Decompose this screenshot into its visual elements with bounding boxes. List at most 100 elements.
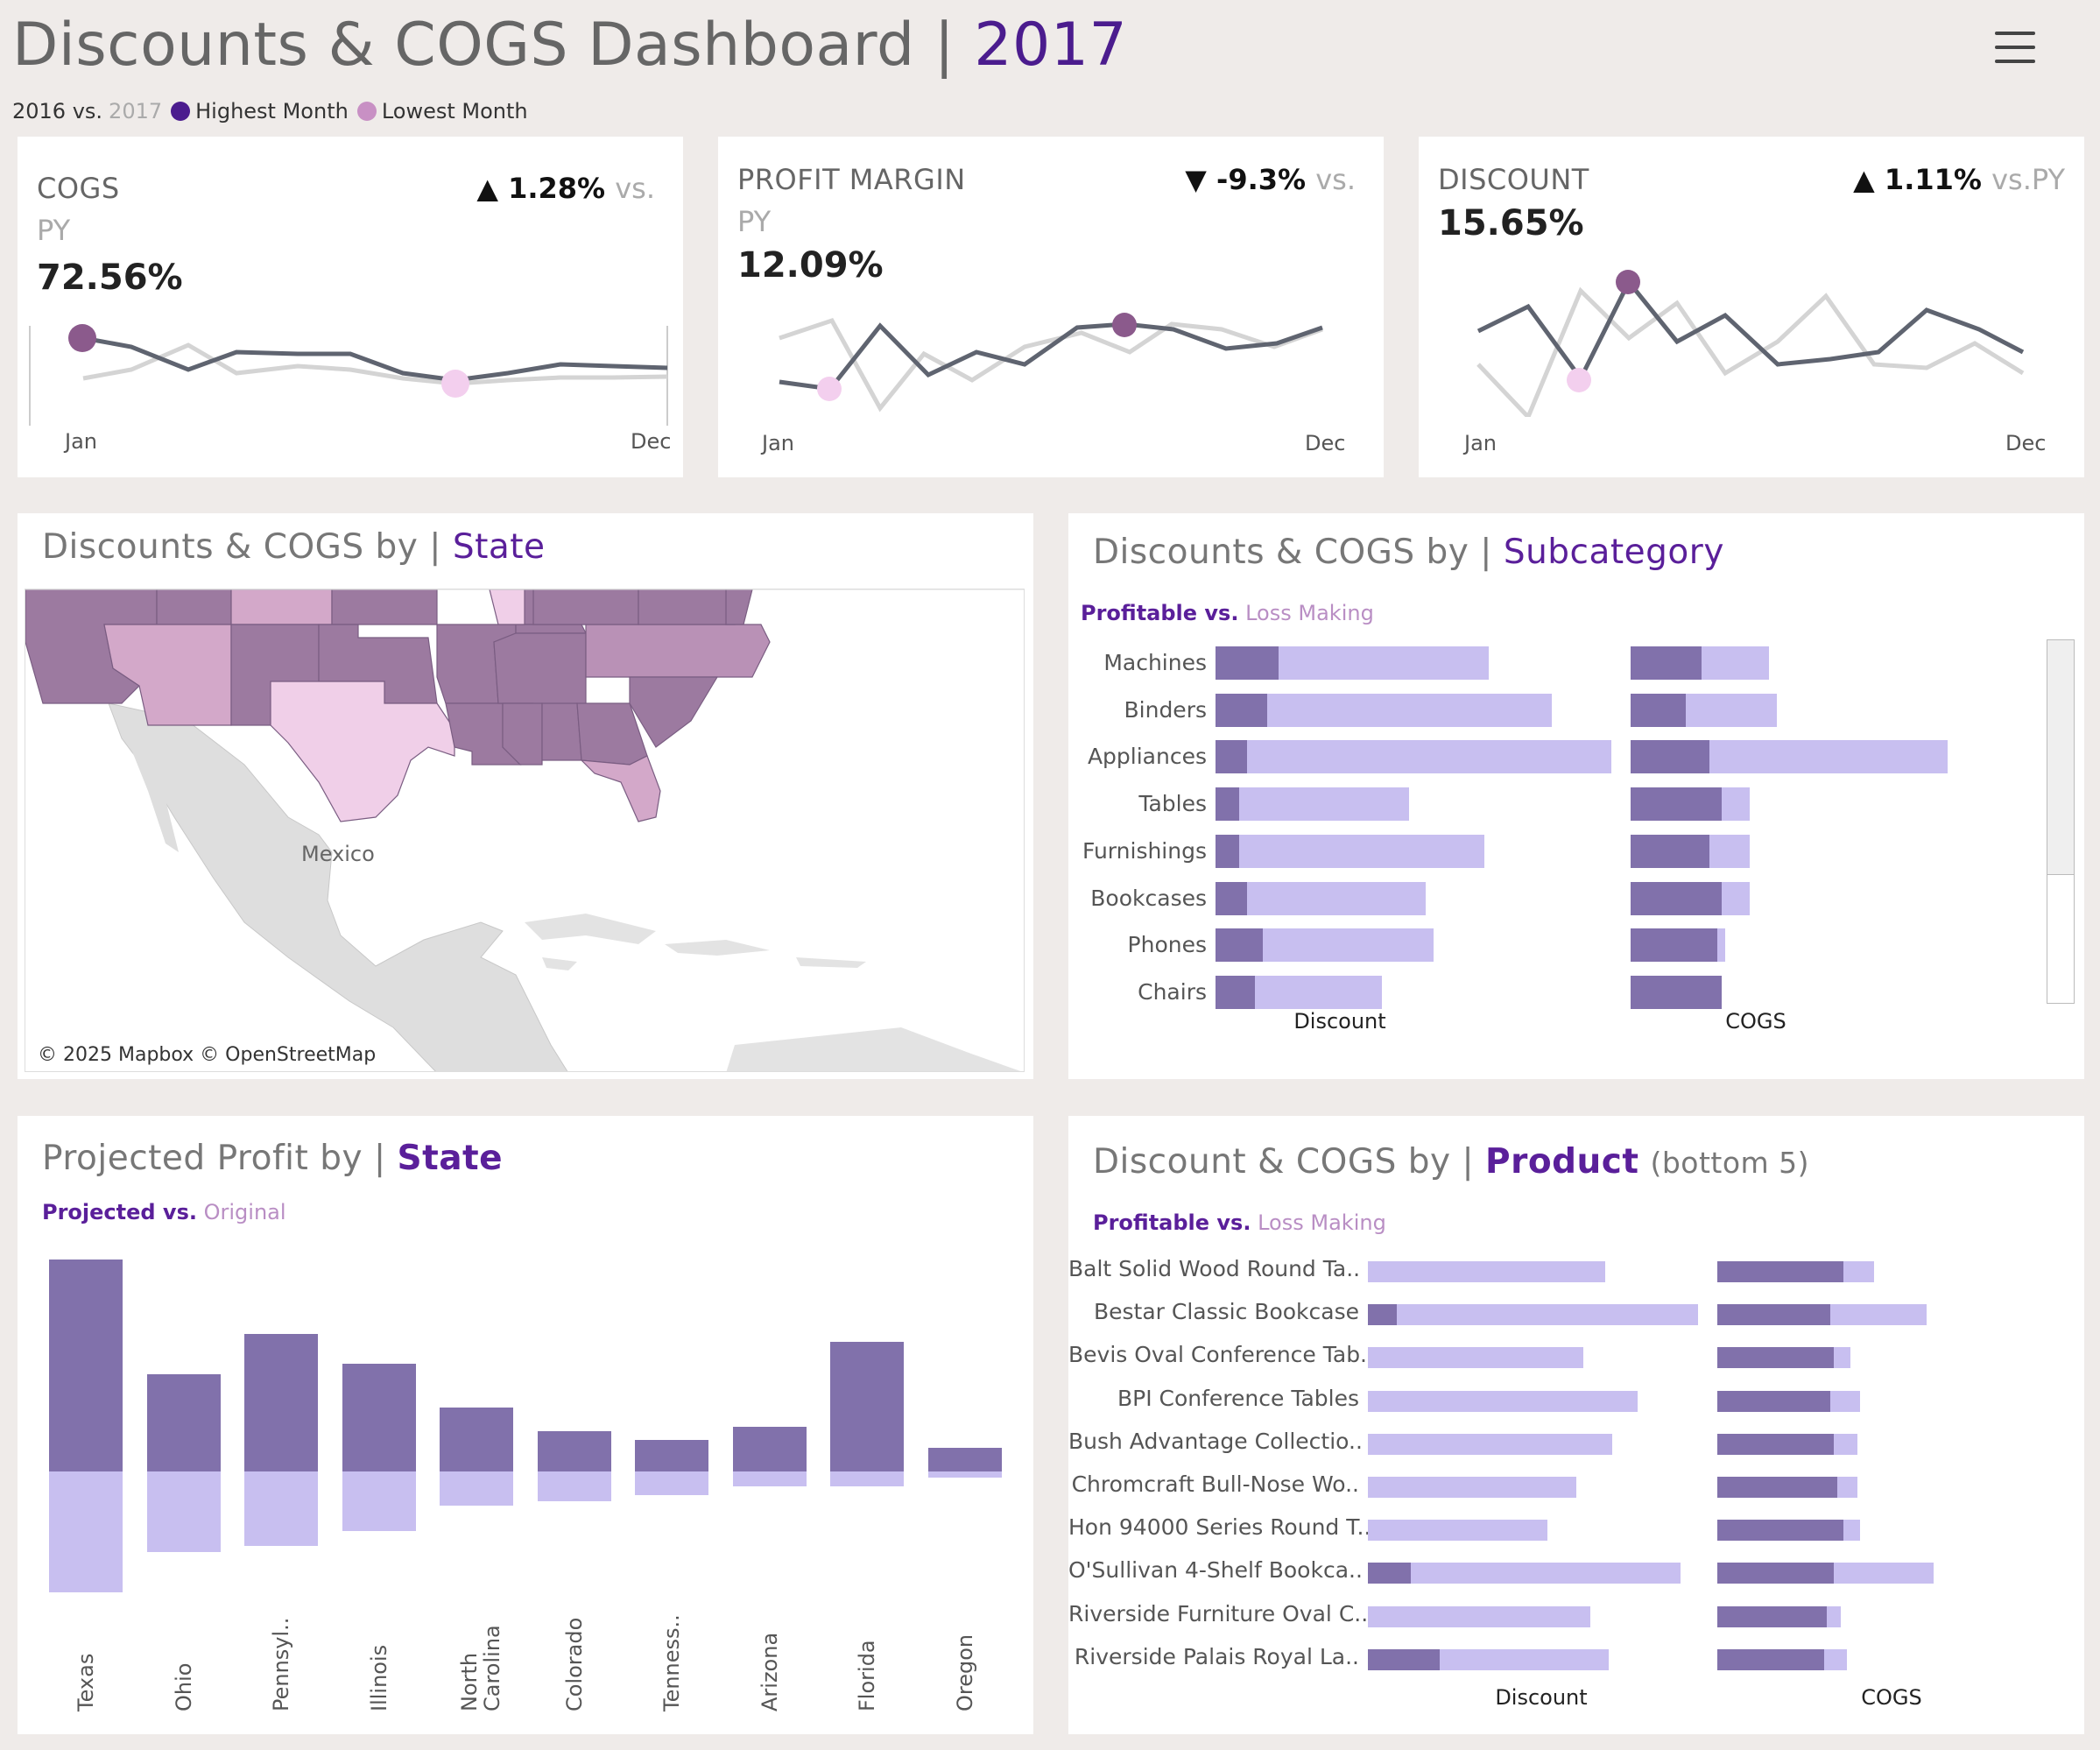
bar-original[interactable] bbox=[732, 1471, 807, 1486]
lowest-month-dot-icon bbox=[356, 102, 377, 121]
bar-cogs-profitable[interactable] bbox=[1631, 928, 1718, 963]
year-legend: 2016 vs. 2017 Highest Month Lowest Month bbox=[12, 99, 528, 123]
bar-cogs-profitable[interactable] bbox=[1717, 1563, 1834, 1584]
bar-discount-profitable[interactable] bbox=[1368, 1563, 1412, 1584]
scrollbar-thumb[interactable] bbox=[2047, 640, 2074, 875]
bar-projected[interactable] bbox=[732, 1427, 807, 1471]
highest-month-marker[interactable] bbox=[68, 324, 96, 352]
lowest-month-marker[interactable] bbox=[1567, 368, 1591, 392]
bar-original[interactable] bbox=[830, 1471, 904, 1486]
bar-original[interactable] bbox=[342, 1471, 416, 1531]
title-text: Discount & COGS by | bbox=[1093, 1142, 1485, 1182]
map-credit[interactable]: © 2025 Mapbox © OpenStreetMap bbox=[32, 1042, 382, 1068]
bar-discount-profitable[interactable] bbox=[1216, 881, 1248, 915]
subcategory-scrollbar[interactable] bbox=[2047, 639, 2075, 1004]
bar-discount-profitable[interactable] bbox=[1216, 646, 1279, 680]
kpi-card-discount[interactable]: DISCOUNT ▲ 1.11% vs.PY 15.65% Jan Dec bbox=[1419, 137, 2084, 477]
bar-cogs-profitable[interactable] bbox=[1717, 1304, 1831, 1326]
map-panel-title: Discounts & COGS by | State bbox=[42, 527, 546, 567]
bar-cogs-profitable[interactable] bbox=[1717, 1433, 1834, 1455]
bar-projected[interactable] bbox=[49, 1260, 123, 1471]
bar-cogs-profitable[interactable] bbox=[1631, 646, 1702, 680]
subcategory-chart[interactable]: Machines Binders Appliances Tables Furnishin… bbox=[1068, 513, 2084, 1079]
bar-discount-loss-making[interactable] bbox=[1368, 1390, 1638, 1412]
bar-cogs-profitable[interactable] bbox=[1631, 693, 1687, 727]
projected-profit-chart[interactable]: Texas Ohio Pennsyl.. Illinois North Carolina C… bbox=[18, 1116, 1033, 1734]
bar-cogs-profitable[interactable] bbox=[1631, 975, 1722, 1009]
bar-discount-profitable[interactable] bbox=[1216, 928, 1264, 963]
bar-projected[interactable] bbox=[927, 1448, 1002, 1471]
bar-discount-loss-making[interactable] bbox=[1368, 1304, 1699, 1326]
bar-cogs-profitable[interactable] bbox=[1717, 1261, 1844, 1282]
state-map[interactable]: Mexico © 2025 Mapbox © OpenStreetMap bbox=[25, 589, 1025, 1072]
row-label: Furnishings bbox=[1082, 837, 1207, 864]
highest-month-marker[interactable] bbox=[1616, 270, 1640, 294]
bar-cogs-profitable[interactable] bbox=[1717, 1390, 1831, 1412]
bar-cogs-profitable[interactable] bbox=[1717, 1347, 1834, 1369]
bar-discount-profitable[interactable] bbox=[1368, 1648, 1440, 1670]
bar-original[interactable] bbox=[146, 1471, 221, 1552]
bar-discount-loss-making[interactable] bbox=[1216, 740, 1611, 774]
bar-projected[interactable] bbox=[146, 1373, 221, 1471]
title-text: Projected Profit by | bbox=[42, 1139, 398, 1178]
bar-projected[interactable] bbox=[342, 1363, 416, 1471]
bar-discount-profitable[interactable] bbox=[1368, 1304, 1397, 1326]
bar-cogs-profitable[interactable] bbox=[1631, 881, 1722, 915]
title-accent: Subcategory bbox=[1503, 533, 1724, 572]
bar-discount-loss-making[interactable] bbox=[1368, 1433, 1612, 1455]
bar-discount-profitable[interactable] bbox=[1216, 834, 1240, 868]
discount-sparkline[interactable] bbox=[1419, 268, 2084, 417]
lowest-month-marker[interactable] bbox=[817, 377, 842, 401]
highest-month-marker[interactable] bbox=[1112, 313, 1137, 337]
row-label: Chromcraft Bull-Nose Wo.. bbox=[1071, 1471, 1359, 1497]
bar-projected[interactable] bbox=[537, 1431, 611, 1471]
bar-discount-profitable[interactable] bbox=[1216, 787, 1240, 822]
bar-original[interactable] bbox=[49, 1471, 123, 1592]
bar-original[interactable] bbox=[927, 1471, 1002, 1478]
product-panel-title: Discount & COGS by | Product (bottom 5) bbox=[1093, 1142, 1809, 1182]
bar-discount-loss-making[interactable] bbox=[1216, 787, 1410, 822]
bar-projected[interactable] bbox=[440, 1408, 513, 1471]
kpi-value: 72.56% bbox=[37, 258, 183, 298]
bar-discount-loss-making[interactable] bbox=[1216, 881, 1426, 915]
bar-discount-loss-making[interactable] bbox=[1368, 1563, 1681, 1584]
bar-original[interactable] bbox=[537, 1471, 611, 1501]
bar-cogs-profitable[interactable] bbox=[1631, 787, 1722, 822]
bar-discount-loss-making[interactable] bbox=[1368, 1477, 1576, 1498]
bar-projected[interactable] bbox=[244, 1333, 318, 1471]
bar-discount-loss-making[interactable] bbox=[1368, 1520, 1547, 1542]
lowest-month-marker[interactable] bbox=[441, 370, 469, 398]
bar-cogs-profitable[interactable] bbox=[1717, 1520, 1844, 1542]
bar-original[interactable] bbox=[440, 1471, 513, 1506]
product-chart[interactable]: Balt Solid Wood Round Ta.. Bestar Classic… bbox=[1068, 1116, 2084, 1734]
bar-cogs-profitable[interactable] bbox=[1717, 1648, 1824, 1670]
row-label: Riverside Furniture Oval C.. bbox=[1068, 1600, 1369, 1627]
bar-discount-loss-making[interactable] bbox=[1368, 1261, 1605, 1282]
bar-discount-loss-making[interactable] bbox=[1216, 834, 1485, 868]
bar-original[interactable] bbox=[244, 1471, 318, 1546]
bar-discount-loss-making[interactable] bbox=[1216, 693, 1553, 727]
bar-discount-profitable[interactable] bbox=[1216, 693, 1267, 727]
axis-end-label: Dec bbox=[2005, 431, 2047, 455]
bar-discount-loss-making[interactable] bbox=[1368, 1605, 1591, 1627]
bar-discount-profitable[interactable] bbox=[1216, 975, 1256, 1009]
title-accent: State bbox=[397, 1139, 504, 1178]
kpi-card-profit-margin[interactable]: PROFIT MARGIN ▼ -9.3% vs. PY 12.09% Jan … bbox=[718, 137, 1384, 477]
bar-original[interactable] bbox=[635, 1471, 708, 1495]
row-label: O'Sullivan 4-Shelf Bookca.. bbox=[1068, 1557, 1363, 1584]
kpi-card-cogs[interactable]: COGS ▲ 1.28% vs. PY 72.56% Jan Dec bbox=[18, 137, 683, 477]
cogs-sparkline[interactable] bbox=[18, 312, 683, 426]
bar-discount-loss-making[interactable] bbox=[1368, 1347, 1583, 1369]
bar-projected[interactable] bbox=[830, 1342, 904, 1471]
bar-projected[interactable] bbox=[635, 1439, 708, 1471]
axis-title-discount: Discount bbox=[1293, 1009, 1386, 1034]
bar-discount-profitable[interactable] bbox=[1216, 740, 1248, 774]
bar-cogs-profitable[interactable] bbox=[1631, 834, 1710, 868]
bar-cogs-profitable[interactable] bbox=[1631, 740, 1710, 774]
kpi-value: 15.65% bbox=[1438, 203, 1584, 243]
bar-cogs-profitable[interactable] bbox=[1717, 1477, 1837, 1498]
profit-margin-sparkline[interactable] bbox=[718, 303, 1384, 426]
hamburger-menu-icon[interactable] bbox=[1990, 26, 2044, 68]
bar-cogs-profitable[interactable] bbox=[1717, 1605, 1828, 1627]
map-canvas[interactable] bbox=[25, 589, 1025, 1072]
